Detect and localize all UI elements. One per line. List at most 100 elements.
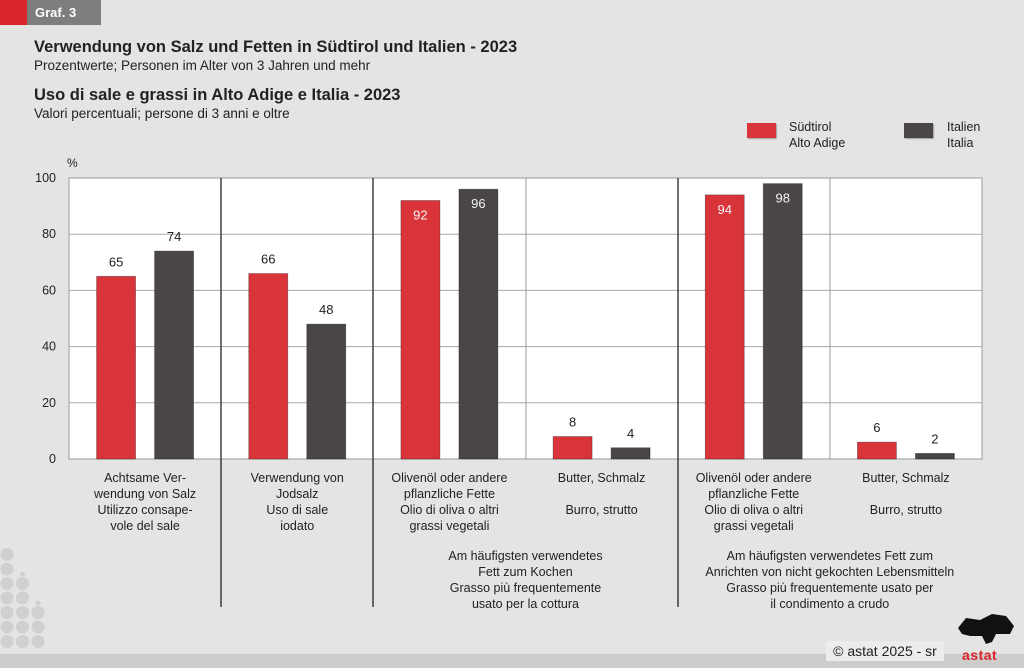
category-label-line: Burro, strutto [565,503,638,517]
data-label: 4 [627,426,634,441]
group-label-line: Anrichten von nicht gekochten Lebensmitt… [705,565,955,579]
decorative-dot [0,620,14,634]
group-label-line: il condimento a crudo [770,597,890,611]
decorative-dot [16,577,29,590]
category-label-line [830,486,982,502]
data-label: 8 [569,415,576,430]
category-label-line: Utilizzo consape- [97,503,193,517]
graph-tag-accent [0,0,27,25]
legend-label-line: Italia [947,136,974,150]
category-label-line: grassi vegetali [713,519,794,533]
graph-tag: Graf. 3 [27,0,101,25]
category-label: Olivenöl oder andere pflanzliche Fette Oli… [678,470,830,534]
y-tick-label: 0 [49,452,56,466]
category-label-line: Achtsame Ver- [104,471,187,485]
bar-italien [762,183,803,460]
category-label-line: Verwendung von [250,471,344,485]
y-tick-label: 40 [42,340,56,354]
category-label-line: Butter, Schmalz [557,471,646,485]
legend-swatch-suedtirol [747,123,776,138]
decorative-dot [0,591,14,605]
category-label-line: wendung von Salz [94,487,197,501]
y-axis-unit: % [67,156,78,170]
legend-label-line: Alto Adige [789,136,846,150]
bar-suedtirol [400,200,441,460]
category-label: Butter, Schmalz Burro, strutto [526,470,678,518]
category-label-line: Burro, strutto [869,503,943,517]
bar-suedtirol [96,275,136,460]
category-label-line: Olio di oliva o altri [704,503,804,517]
data-label: 94 [718,202,732,217]
category-label-line: vole del sale [110,519,180,533]
copyright: © astat 2025 - sr [826,641,944,661]
y-tick-label: 60 [42,283,56,297]
category-label-line: iodato [280,519,315,533]
data-label: 65 [109,254,123,269]
y-tick-label: 20 [42,396,56,410]
decorative-dot [31,635,45,648]
category-label-line: pflanzliche Fette [403,487,495,501]
group-label-line: usato per la cottura [471,597,579,611]
category-label-line: Olio di oliva o altri [400,503,499,517]
group-label-line: Grasso più frequentemente usato per [726,581,934,595]
astat-logo-text: astat [962,647,998,663]
decorative-dot [16,591,29,605]
category-label: Butter, Schmalz Burro, strutto [830,470,982,518]
bar-suedtirol [704,194,745,460]
group-label-line: Fett zum Kochen [478,565,573,579]
astat-logo-icon [958,614,1014,644]
decorative-dot [0,577,14,590]
data-label: 92 [413,207,427,222]
decorative-dot [0,635,14,648]
bar-suedtirol [248,273,289,460]
footer-band [0,654,1024,668]
legend-label-line: Italien [947,120,981,134]
decorative-dot [16,606,29,619]
category-label: Achtsame Ver-wendung von Salz Utilizzo co… [69,470,221,534]
y-tick-label: 100 [35,171,56,185]
legend-label-line: Südtirol [789,120,832,134]
category-label: Olivenöl oder andere pflanzliche Fette Oli… [373,470,525,534]
data-label: 2 [931,431,938,446]
group-label: Am häufigsten verwendetes Fett zum Kochen… [373,548,677,612]
legend-label-suedtirol: Südtirol Alto Adige [789,119,845,151]
decorative-dot [16,635,29,648]
bar-suedtirol [552,436,593,460]
bar-italien [610,447,651,460]
bar-suedtirol [857,441,897,460]
category-label-line: Jodsalz [276,487,319,501]
bar-italien [306,323,347,460]
decorative-dot [31,620,45,634]
data-label: 98 [776,191,790,206]
decorative-dot [35,600,41,606]
bar-italien [458,188,499,460]
title-it: Uso di sale e grassi in Alto Adige e Ita… [34,86,401,104]
group-label-line: Am häufigsten verwendetes [448,549,603,563]
category-label-line [526,486,678,502]
group-label-line: Grasso più frequentemente [449,581,602,595]
bar-italien [154,250,194,460]
decorative-dot [20,571,25,577]
decorative-dot [0,562,14,576]
data-label: 66 [261,252,275,267]
subtitle-de: Prozentwerte; Personen im Alter von 3 Ja… [34,58,371,73]
category-label-line: Olivenöl oder andere [391,471,508,485]
decorative-dot [0,548,14,561]
decorative-dot [16,620,29,634]
category-label: Verwendung von Jodsalz Uso di sale iodato [221,470,373,534]
category-label-line: Butter, Schmalz [862,471,950,485]
legend-label-italien: Italien Italia [947,119,980,151]
decorative-dot [31,606,45,619]
category-label-line: Olivenöl oder andere [695,471,812,485]
decorative-dots [0,548,45,648]
title-de: Verwendung von Salz und Fetten in Südtir… [34,38,518,56]
legend-swatch-italien [904,123,933,138]
data-label: 48 [319,302,333,317]
data-label: 96 [471,196,485,211]
group-label: Am häufigsten verwendetes Fett zum Anrich… [678,548,982,612]
subtitle-it: Valori percentuali; persone di 3 anni e … [34,106,290,121]
decorative-dot [0,606,14,619]
y-tick-label: 80 [42,227,56,241]
data-label: 6 [873,420,880,435]
